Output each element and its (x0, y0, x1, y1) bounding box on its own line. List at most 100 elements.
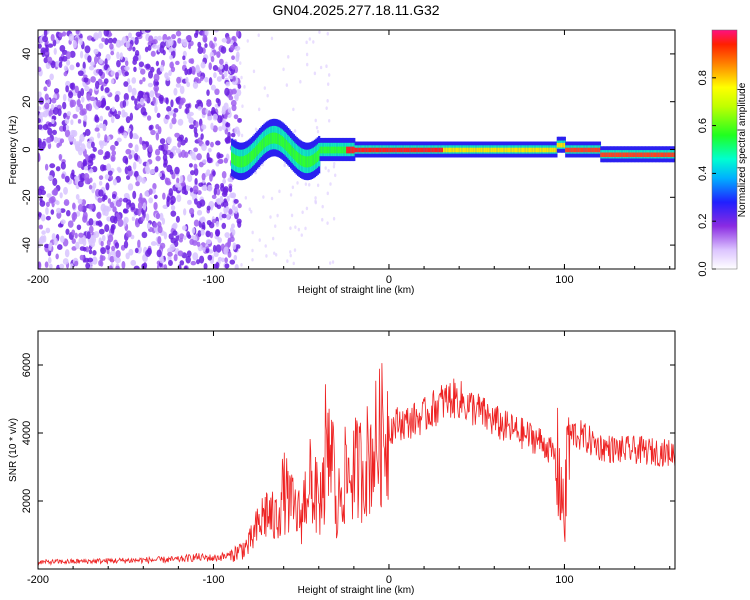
noise-speckle (125, 40, 130, 49)
noise-speckle (124, 71, 130, 77)
noise-speckle (193, 163, 198, 170)
noise-speckle (50, 209, 55, 215)
noise-speckle (223, 102, 229, 111)
noise-speckle (206, 157, 213, 164)
noise-speckle (213, 30, 219, 33)
signal-band-core (514, 147, 517, 153)
signal-band-core (333, 146, 336, 154)
noise-speckle (157, 225, 163, 234)
noise-speckle (187, 43, 192, 50)
noise-speckle (140, 216, 145, 222)
noise-speckle (225, 81, 231, 87)
noise-speckle (202, 159, 207, 164)
colorbar-ticks: 0.0 0.2 0.4 0.6 0.8 (697, 29, 738, 277)
noise-speckle (234, 264, 239, 269)
signal-band-core (231, 152, 234, 164)
noise-speckle (60, 235, 65, 243)
noise-speckle (217, 256, 223, 262)
noise-speckle (197, 230, 202, 237)
noise-speckle (157, 35, 162, 41)
noise-speckle (125, 252, 130, 260)
noise-speckle (58, 61, 63, 68)
signal-band-core (315, 152, 318, 164)
noise-speckle (111, 150, 117, 156)
noise-speckle (197, 106, 203, 111)
signal-band-core (562, 142, 565, 148)
signal-band-core (469, 147, 472, 153)
snr-plot-area (38, 331, 675, 569)
signal-band-core (500, 147, 503, 153)
noise-speckle (145, 213, 150, 222)
noise-speckle (50, 60, 56, 69)
signal-band-core (388, 147, 391, 153)
noise-speckle (62, 31, 67, 37)
noise-speckle (98, 189, 104, 197)
colorbar-gradient (712, 30, 737, 269)
signal-band-core (487, 147, 491, 153)
noise-speckle (144, 94, 148, 102)
signal-band-core (457, 147, 460, 153)
noise-speckle (206, 89, 210, 96)
noise-speckle (206, 205, 211, 211)
signal-band-core (565, 147, 568, 153)
noise-speckle (48, 243, 52, 251)
signal-band-core (267, 134, 270, 146)
faint-speckle (273, 251, 276, 256)
signal-band-core (308, 156, 311, 168)
noise-speckle (168, 233, 174, 240)
signal-band-core (545, 147, 548, 153)
signal-band-core (261, 138, 265, 150)
noise-speckle (131, 216, 135, 221)
signal-band-core (423, 147, 426, 153)
signal-band-core (558, 142, 561, 148)
noise-speckle (97, 197, 103, 203)
snr-frame (37, 330, 676, 570)
faint-speckle (289, 250, 292, 254)
signal-band-core (563, 142, 566, 148)
faint-speckle (315, 125, 319, 130)
faint-speckle (304, 226, 307, 231)
signal-band-core (302, 155, 305, 167)
noise-speckle (175, 60, 180, 66)
noise-speckle (139, 136, 143, 145)
noise-speckle (206, 99, 212, 108)
noise-speckle (112, 178, 118, 186)
noise-speckle (216, 76, 222, 82)
noise-speckle (63, 186, 68, 195)
noise-speckle (173, 107, 179, 113)
noise-speckle (142, 77, 146, 82)
noise-speckle (65, 51, 72, 60)
noise-speckle (227, 251, 232, 258)
noise-speckle (55, 207, 62, 214)
faint-speckle (282, 67, 285, 72)
signal-band-core (556, 142, 559, 148)
noise-speckle (173, 240, 179, 247)
signal-band-core (438, 147, 442, 153)
signal-band-core (489, 147, 492, 153)
noise-speckle (156, 249, 162, 258)
signal-band-core (476, 147, 479, 153)
noise-speckle (215, 244, 222, 253)
noise-speckle (84, 128, 91, 137)
signal-band-core (497, 147, 500, 153)
noise-speckle (114, 242, 120, 249)
noise-speckle (221, 222, 227, 230)
noise-speckle (79, 133, 85, 142)
signal-band-core (378, 147, 381, 153)
noise-speckle (129, 112, 134, 121)
signal-band-core (619, 152, 623, 158)
noise-speckle (59, 138, 65, 144)
noise-speckle (201, 221, 206, 230)
noise-speckle (69, 99, 74, 108)
signal-band-core (643, 152, 646, 158)
faint-speckle (292, 261, 295, 266)
noise-speckle (67, 220, 74, 228)
noise-speckle (189, 187, 194, 193)
noise-speckle (40, 47, 46, 55)
noise-speckle (154, 166, 159, 173)
noise-speckle (179, 260, 185, 266)
signal-band-core (377, 147, 380, 153)
signal-band-core (455, 147, 458, 153)
noise-speckle (45, 62, 51, 70)
signal-band-core (353, 146, 356, 154)
